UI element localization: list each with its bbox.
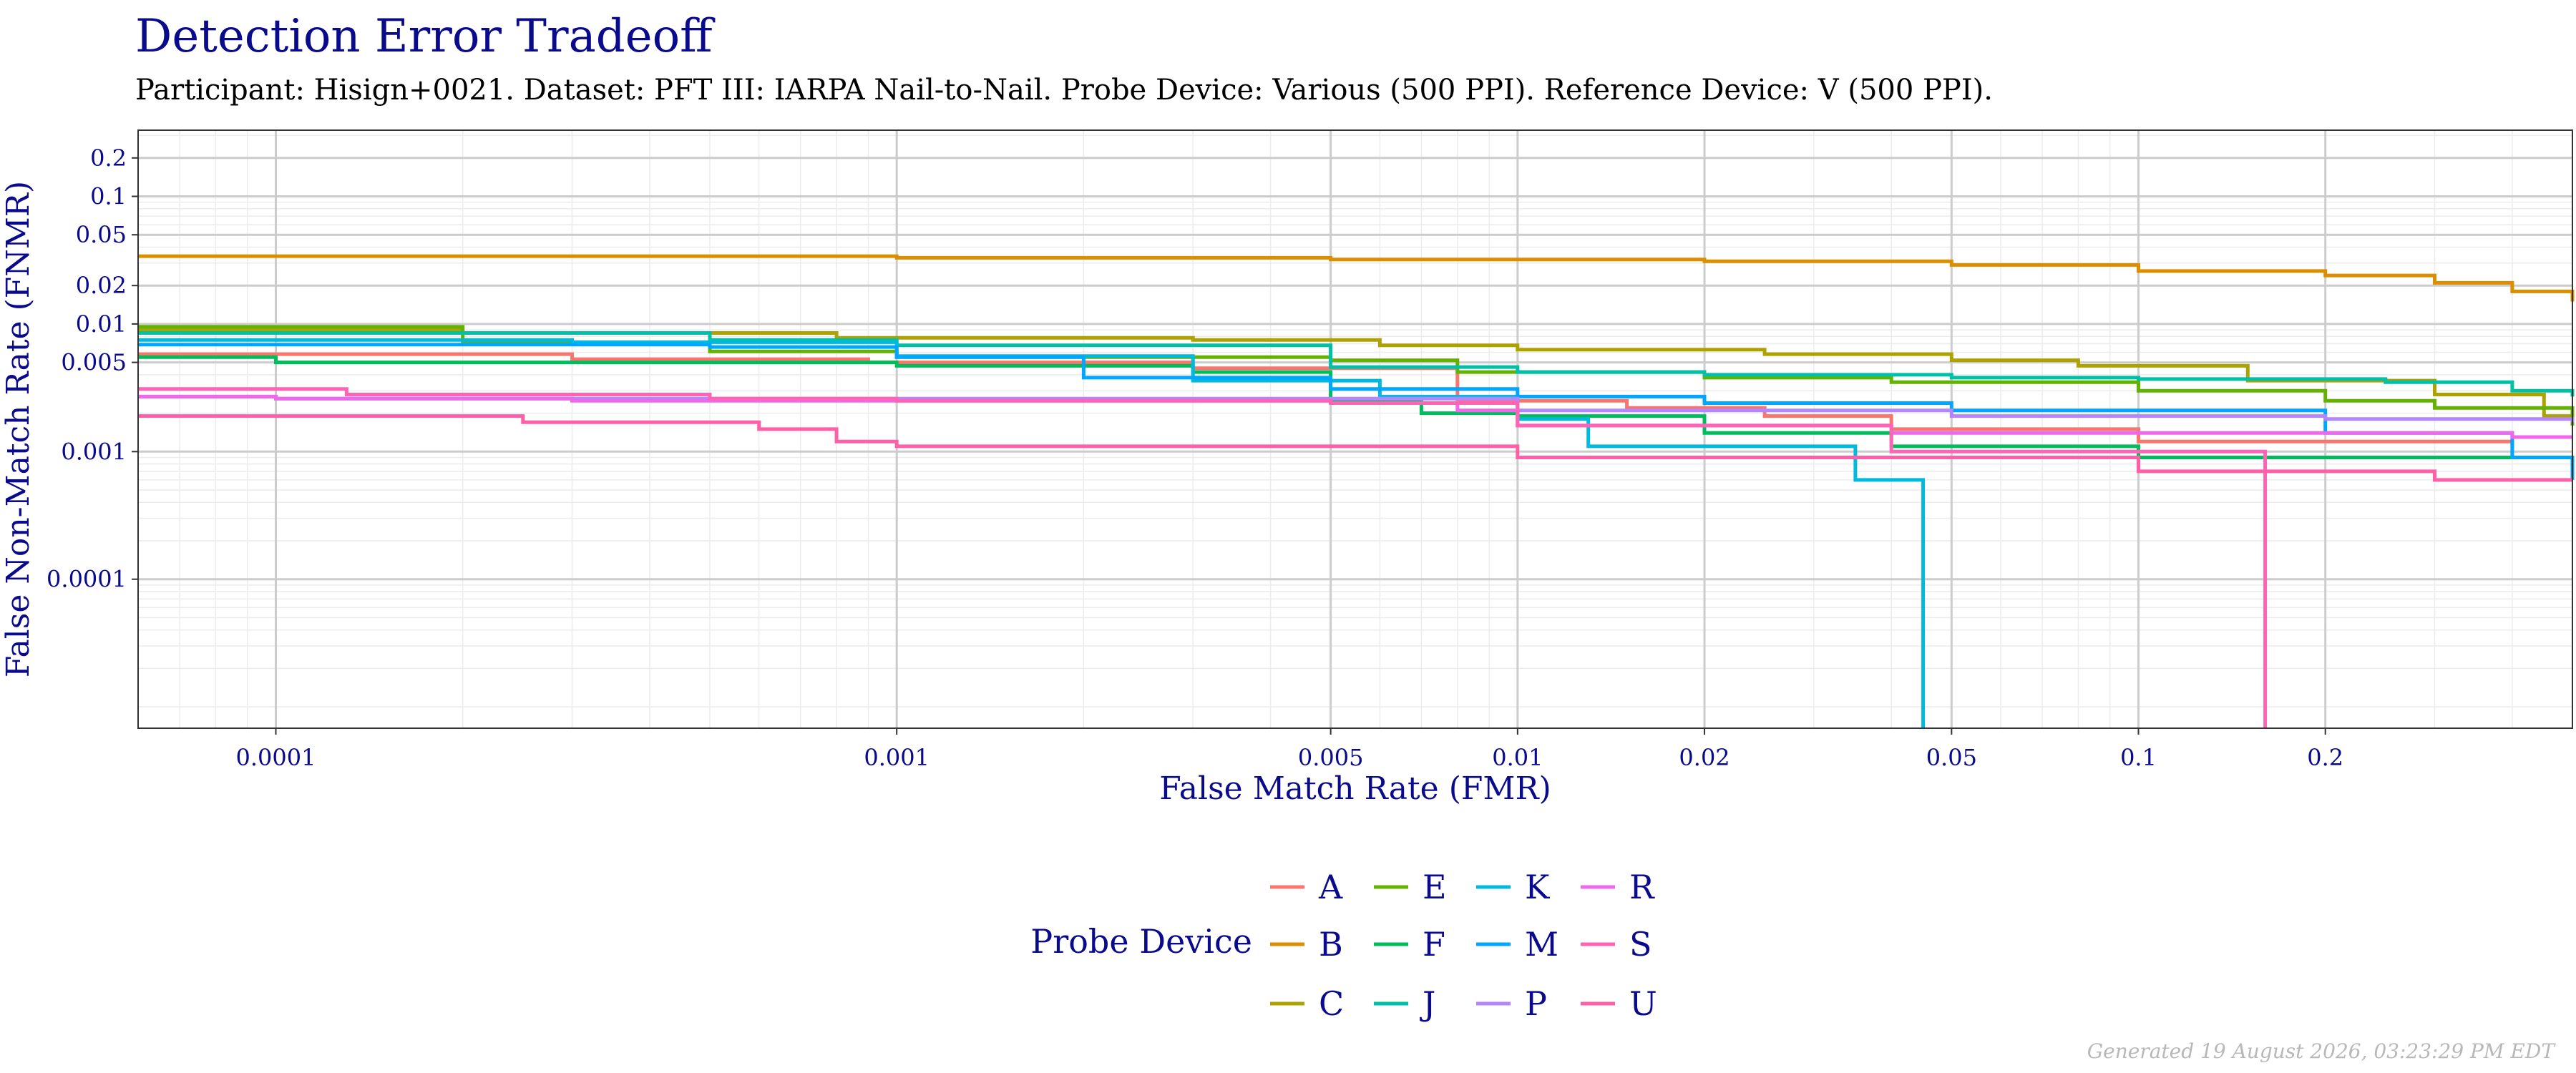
plot-panel-border (137, 129, 2573, 729)
y-tick-label: 0.1 (90, 183, 127, 210)
series-line-U (138, 414, 2572, 482)
y-tick-label: 0.01 (76, 310, 127, 338)
legend-label-R: R (1629, 868, 1655, 906)
legend-title: Probe Device (1030, 922, 1252, 961)
legend-label-E: E (1423, 868, 1447, 906)
x-tick-label: 0.001 (864, 744, 930, 771)
series-line-C (138, 328, 2575, 423)
chart-subtitle: Participant: Hisign+0021. Dataset: PFT I… (135, 74, 1993, 107)
x-tick-label: 0.0001 (236, 744, 316, 771)
y-tick-label: 0.0001 (47, 566, 127, 593)
x-tick-label: 0.005 (1298, 744, 1364, 771)
legend-label-B: B (1319, 925, 1343, 964)
y-tick-label: 0.005 (61, 349, 127, 376)
y-tick-label: 0.001 (61, 438, 127, 465)
legend-label-S: S (1629, 925, 1652, 964)
series-lines (138, 254, 2575, 728)
y-tick-label: 0.05 (76, 221, 127, 248)
chart-title: Detection Error Tradeoff (135, 10, 713, 63)
y-tick-label: 0.02 (76, 272, 127, 299)
series-line-B (138, 254, 2575, 302)
legend-label-M: M (1525, 925, 1558, 964)
x-tick-label: 0.01 (1492, 744, 1543, 771)
x-tick-label: 0.1 (2120, 744, 2157, 771)
legend-label-U: U (1629, 984, 1657, 1023)
legend-label-J: J (1420, 984, 1435, 1023)
generated-timestamp: Generated 19 August 2026, 03:23:29 PM ED… (2087, 1039, 2555, 1063)
x-axis-ticks: 0.0001 0.001 0.005 0.01 0.02 0.05 0.1 0.2 (236, 728, 2343, 771)
grid (137, 130, 2572, 728)
x-tick-label: 0.2 (2307, 744, 2343, 771)
series-line-S (138, 387, 2268, 728)
y-axis-label: False Non-Match Rate (FNMR) (0, 181, 36, 677)
x-tick-label: 0.02 (1679, 744, 1729, 771)
legend-label-A: A (1318, 868, 1343, 906)
legend: Probe Device ABC EFJ KMP RSU (1030, 868, 1657, 1023)
y-axis-ticks: 0.0001 0.001 0.005 0.01 0.02 0.05 0.1 0.2 (47, 144, 138, 593)
legend-label-C: C (1319, 984, 1344, 1023)
legend-label-P: P (1525, 984, 1547, 1023)
series-line-R (138, 394, 2572, 439)
x-axis-label: False Match Rate (FMR) (1159, 770, 1551, 807)
legend-label-F: F (1423, 925, 1445, 964)
legend-label-K: K (1525, 868, 1551, 906)
y-tick-label: 0.2 (90, 144, 127, 172)
x-tick-label: 0.05 (1926, 744, 1977, 771)
series-line-A (138, 352, 2514, 446)
